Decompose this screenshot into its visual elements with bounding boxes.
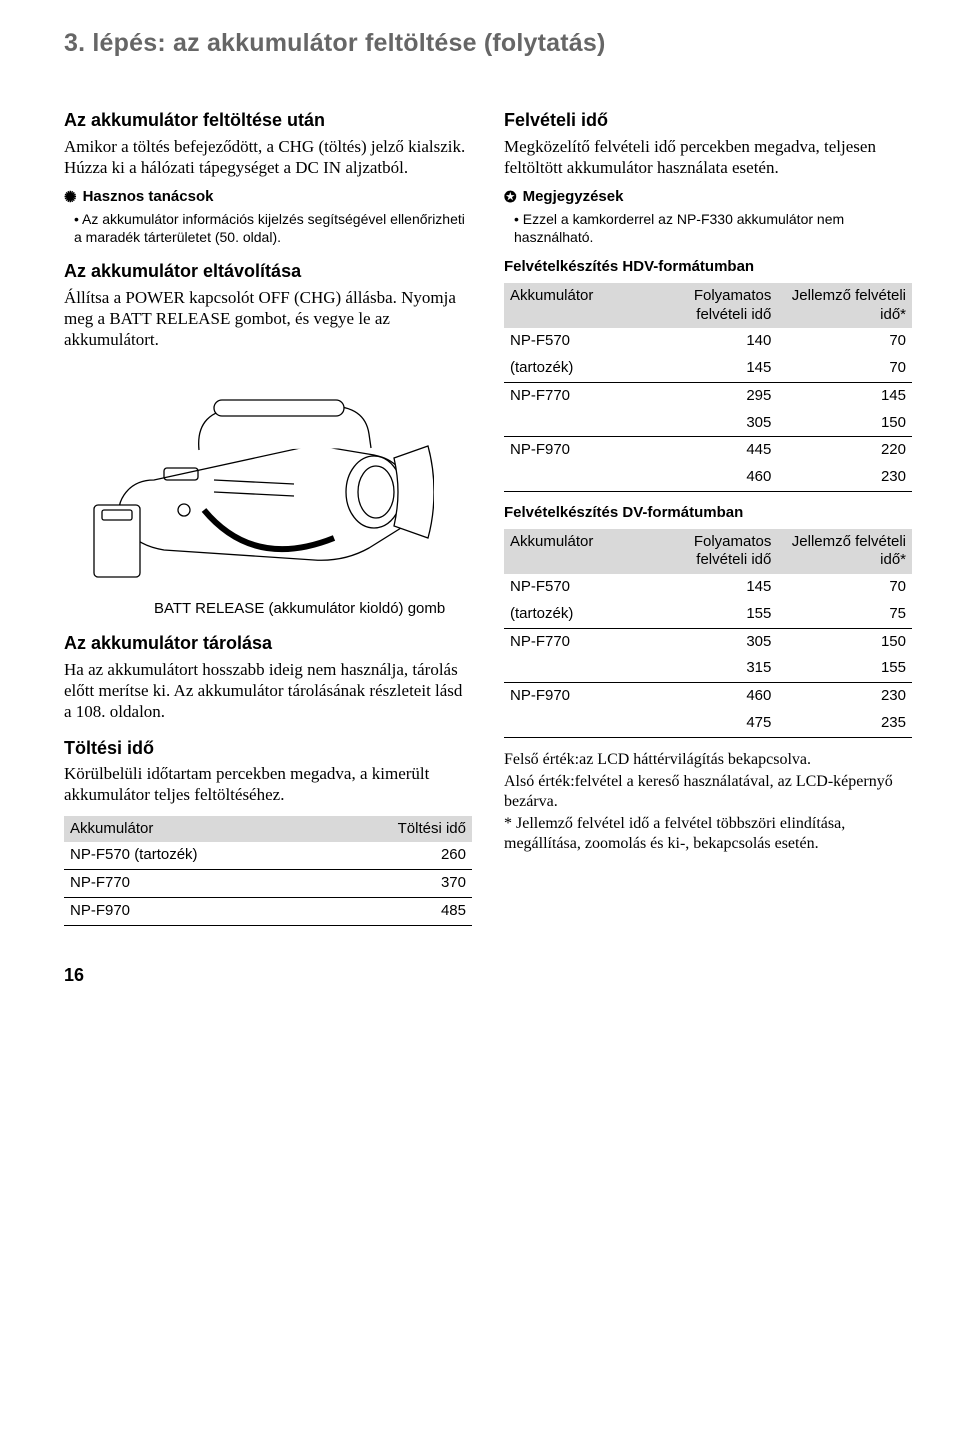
th-continuous: Folyamatos felvételi idő (643, 529, 778, 575)
table-cell (504, 410, 643, 437)
heading-remove: Az akkumulátor eltávolítása (64, 260, 472, 283)
table-cell: 145 (777, 382, 912, 409)
figure-camera (64, 360, 472, 595)
table-cell: 145 (643, 355, 778, 382)
table-cell: NP-F570 (tartozék) (64, 842, 323, 869)
page-number: 16 (64, 964, 912, 987)
th-typical: Jellemző felvételi idő* (777, 283, 912, 329)
table-cell: NP-F970 (504, 437, 643, 464)
table-cell: 150 (777, 410, 912, 437)
table-cell: 230 (777, 683, 912, 710)
table-cell: 460 (643, 464, 778, 491)
table-cell: 305 (643, 628, 778, 655)
note-item: Ezzel a kamkorderrel az NP-F330 akkumulá… (514, 211, 912, 246)
table-cell: 70 (777, 328, 912, 355)
tips-label: Hasznos tanácsok (83, 188, 214, 207)
table-cell: 145 (643, 574, 778, 601)
table-cell: 315 (643, 655, 778, 682)
notes-label: Megjegyzések (523, 188, 624, 207)
table-cell: NP-F970 (504, 683, 643, 710)
th-battery: Akkumulátor (504, 529, 643, 575)
tips-list: Az akkumulátor információs kijelzés segí… (64, 211, 472, 246)
table-cell: 230 (777, 464, 912, 491)
th-typical: Jellemző felvételi idő* (777, 529, 912, 575)
table-cell: 70 (777, 355, 912, 382)
footnote: Alsó érték:felvétel a kereső használatáv… (504, 772, 912, 812)
table-cell: 155 (777, 655, 912, 682)
heading-store: Az akkumulátor tárolása (64, 632, 472, 655)
heading-rec-time: Felvételi idő (504, 109, 912, 132)
th-continuous: Folyamatos felvételi idő (643, 283, 778, 329)
table-cell: 140 (643, 328, 778, 355)
table-cell: NP-F970 (64, 897, 323, 925)
left-column: Az akkumulátor feltöltése után Amikor a … (64, 95, 472, 937)
table-cell: NP-F570 (504, 574, 643, 601)
table-cell (504, 464, 643, 491)
lightbulb-icon: ✺ (64, 190, 77, 205)
table-cell: NP-F770 (504, 628, 643, 655)
table-cell: NP-F770 (64, 870, 323, 898)
table-cell: 460 (643, 683, 778, 710)
table-cell: 295 (643, 382, 778, 409)
th-battery: Akkumulátor (64, 816, 323, 843)
table-cell (504, 710, 643, 737)
th-charge-time: Töltési idő (323, 816, 472, 843)
footnote: Felső érték:az LCD háttérvilágítás bekap… (504, 750, 912, 770)
para-remove: Állítsa a POWER kapcsolót OFF (CHG) állá… (64, 287, 472, 351)
table-cell: 235 (777, 710, 912, 737)
table-cell: 370 (323, 870, 472, 898)
tips-heading: ✺ Hasznos tanácsok (64, 188, 472, 207)
table-cell: NP-F570 (504, 328, 643, 355)
table-cell: 305 (643, 410, 778, 437)
note-icon: ✪ (504, 190, 517, 205)
notes-list: Ezzel a kamkorderrel az NP-F330 akkumulá… (504, 211, 912, 246)
camcorder-illustration (64, 360, 434, 590)
table-cell: (tartozék) (504, 355, 643, 382)
right-column: Felvételi idő Megközelítő felvételi idő … (504, 95, 912, 937)
table-cell: 150 (777, 628, 912, 655)
para-store: Ha az akkumulátort hosszabb ideig nem ha… (64, 659, 472, 723)
footnotes: Felső érték:az LCD háttérvilágítás bekap… (504, 750, 912, 854)
table-cell: 485 (323, 897, 472, 925)
dv-table: Akkumulátor Folyamatos felvételi idő Jel… (504, 529, 912, 738)
notes-heading: ✪ Megjegyzések (504, 188, 912, 207)
table-cell: 445 (643, 437, 778, 464)
table-cell: 220 (777, 437, 912, 464)
para-after-charge: Amikor a töltés befejeződött, a CHG (töl… (64, 136, 472, 179)
heading-hdv: Felvételkészítés HDV-formátumban (504, 258, 912, 277)
th-battery: Akkumulátor (504, 283, 643, 329)
heading-after-charge: Az akkumulátor feltöltése után (64, 109, 472, 132)
heading-charge-time: Töltési idő (64, 737, 472, 760)
charge-time-table: Akkumulátor Töltési idő NP-F570 (tartozé… (64, 816, 472, 926)
table-cell: 260 (323, 842, 472, 869)
footnote: * Jellemző felvétel idő a felvétel többs… (504, 814, 912, 854)
tip-item: Az akkumulátor információs kijelzés segí… (74, 211, 472, 246)
table-cell (504, 655, 643, 682)
figure-caption: BATT RELEASE (akkumulátor kioldó) gomb (154, 600, 472, 619)
table-cell: (tartozék) (504, 601, 643, 628)
hdv-table: Akkumulátor Folyamatos felvételi idő Jel… (504, 283, 912, 492)
table-cell: 155 (643, 601, 778, 628)
page-title: 3. lépés: az akkumulátor feltöltése (fol… (64, 28, 912, 59)
para-rec-time: Megközelítő felvételi idő percekben mega… (504, 136, 912, 179)
table-cell: 475 (643, 710, 778, 737)
table-cell: 75 (777, 601, 912, 628)
table-cell: 70 (777, 574, 912, 601)
table-cell: NP-F770 (504, 382, 643, 409)
heading-dv: Felvételkészítés DV-formátumban (504, 504, 912, 523)
para-charge-time: Körülbelüli időtartam percekben megadva,… (64, 763, 472, 806)
